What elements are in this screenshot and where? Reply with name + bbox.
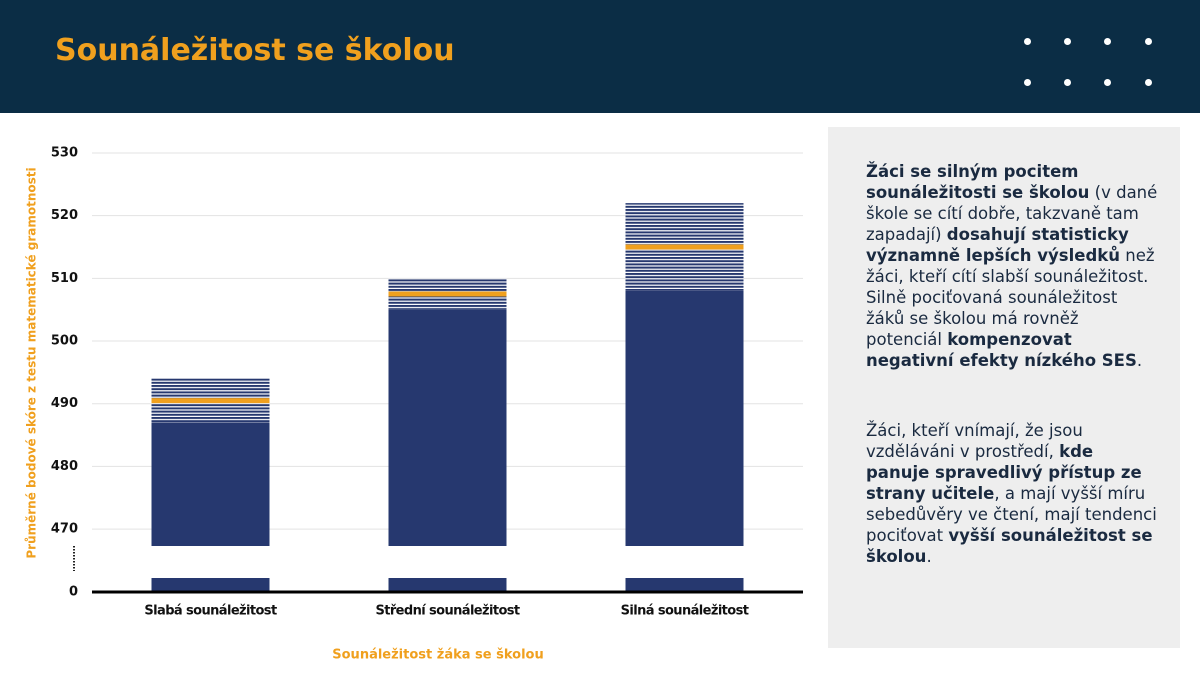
y-tick-label: 490	[51, 396, 78, 411]
x-axis-label: Sounáležitost žáka se školou	[332, 648, 543, 663]
bar-stub	[625, 578, 744, 592]
dot	[1024, 79, 1031, 86]
text: (v dané škole se cítí dobře, takzvaně ta…	[866, 183, 1158, 244]
dot	[1145, 38, 1152, 45]
dot	[1024, 38, 1031, 45]
title: Sounáležitost se školou	[55, 33, 455, 68]
text: Žáci, kteří vnímají, že jsou vzděláváni …	[866, 421, 1083, 461]
y-tick-label: 530	[51, 146, 78, 161]
paragraph: Žáci se silným pocitem sounáležitosti se…	[866, 161, 1158, 371]
bar-stub	[388, 578, 507, 592]
x-tick-label: Silná sounáležitost	[621, 604, 749, 619]
y-tick-label: 480	[51, 459, 78, 474]
dot	[1064, 79, 1071, 86]
dot	[1104, 79, 1111, 86]
bold-text: kde panuje spravedlivý přístup ze strany…	[866, 442, 1142, 503]
text-panel: Žáci se silným pocitem sounáležitosti se…	[828, 127, 1180, 648]
dot	[1104, 38, 1111, 45]
dot	[1064, 38, 1071, 45]
bold-text: kompenzovat negativní efekty nízkého SES	[866, 330, 1137, 370]
dot	[1145, 79, 1152, 86]
text: .	[926, 547, 932, 566]
y-tick-label: 500	[51, 334, 78, 349]
x-tick-label: Střední sounáležitost	[375, 604, 519, 619]
bar	[151, 422, 270, 546]
text: .	[1136, 351, 1143, 370]
y-tick-label: 470	[51, 522, 78, 537]
y-tick-label: 520	[51, 208, 78, 223]
header: Sounáležitost se školou	[0, 0, 1200, 113]
bold-text: vyšší sounáležitost se školou	[866, 526, 1153, 566]
x-tick-label: Slabá sounáležitost	[144, 604, 277, 619]
bar	[625, 290, 744, 546]
text: než žáci, kteří cítí slabší sounáležitos…	[866, 246, 1155, 349]
bar	[388, 309, 507, 546]
y-tick-label: 510	[51, 271, 78, 286]
bar-stub	[151, 578, 270, 592]
text: , a mají vyšší míru sebedůvěry ve čtení,…	[866, 484, 1157, 545]
bold-text: dosahují statisticky významně lepších vý…	[866, 225, 1129, 265]
chart: Průměrné bodové skóre z testu matematick…	[25, 146, 803, 663]
bold-text: Žáci se silným pocitem sounáležitosti se…	[866, 162, 1090, 202]
y-axis-label: Průměrné bodové skóre z testu matematick…	[25, 167, 39, 558]
y-tick-label: 0	[69, 585, 78, 600]
paragraph: Žáci, kteří vnímají, že jsou vzděláváni …	[866, 420, 1158, 567]
